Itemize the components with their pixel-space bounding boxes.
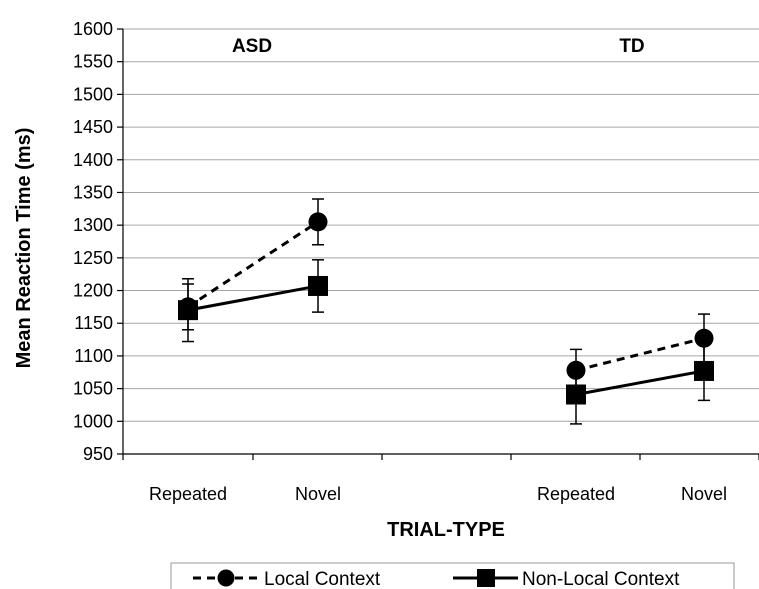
- group-label: TD: [619, 36, 644, 57]
- legend-label: Local Context: [264, 569, 381, 589]
- y-tick-label: 1200: [73, 281, 113, 301]
- legend-circle-marker: [217, 569, 235, 587]
- series-line: [187, 220, 319, 309]
- legend-box: [170, 562, 735, 589]
- y-tick-label: 1300: [73, 215, 113, 235]
- data-point-square: [308, 275, 328, 296]
- data-point-square: [178, 300, 198, 321]
- y-tick-label: 1600: [73, 19, 113, 39]
- legend-label: Non-Local Context: [522, 569, 680, 589]
- y-tick-label: 1250: [73, 248, 113, 268]
- y-tick-label: 1050: [73, 379, 113, 399]
- x-tick-label: Repeated: [149, 484, 227, 504]
- legend-item-0: Local Context: [193, 569, 381, 589]
- data-point-circle: [694, 328, 714, 348]
- series-1: [178, 259, 714, 425]
- x-axis-tick-labels: Repeated Novel Repeated Novel: [149, 484, 727, 504]
- x-tick-label: Novel: [681, 484, 727, 504]
- data-point-square: [566, 384, 586, 405]
- legend-item-1: Non-Local Context: [453, 569, 680, 589]
- y-tick-label: 1400: [73, 150, 113, 170]
- series-line: [575, 369, 705, 396]
- x-tick-label: Repeated: [537, 484, 615, 504]
- legend: Local Context Non-Local Context: [170, 562, 735, 589]
- y-tick-label: 1500: [73, 84, 113, 104]
- y-tick-label: 1100: [74, 346, 113, 366]
- y-tick-label: 1150: [74, 313, 113, 333]
- series-layer: [178, 198, 714, 425]
- y-axis-ticks: 950 1000 1050 1100 1150 1200 1250 1300 1350 1400 1…: [73, 19, 123, 464]
- group-labels: ASD TD: [232, 36, 645, 57]
- y-tick-label: 950: [83, 444, 113, 464]
- x-tick-label: Novel: [295, 484, 341, 504]
- data-point-circle: [308, 212, 328, 232]
- series-line: [187, 284, 319, 312]
- y-tick-label: 1350: [73, 182, 113, 202]
- series-line: [575, 336, 705, 372]
- y-axis-title: Mean Reaction Time (ms): [13, 128, 35, 369]
- x-axis-ticks: [122, 454, 759, 460]
- y-tick-label: 1550: [73, 52, 113, 72]
- y-tick-label: 1000: [73, 411, 113, 431]
- group-label: ASD: [232, 36, 272, 57]
- gridlines: [123, 28, 759, 422]
- data-point-square: [694, 360, 714, 381]
- series-0: [178, 198, 714, 392]
- y-tick-label: 1450: [73, 117, 113, 137]
- legend-square-marker: [477, 569, 495, 587]
- x-axis-title: TRIAL-TYPE: [387, 519, 505, 541]
